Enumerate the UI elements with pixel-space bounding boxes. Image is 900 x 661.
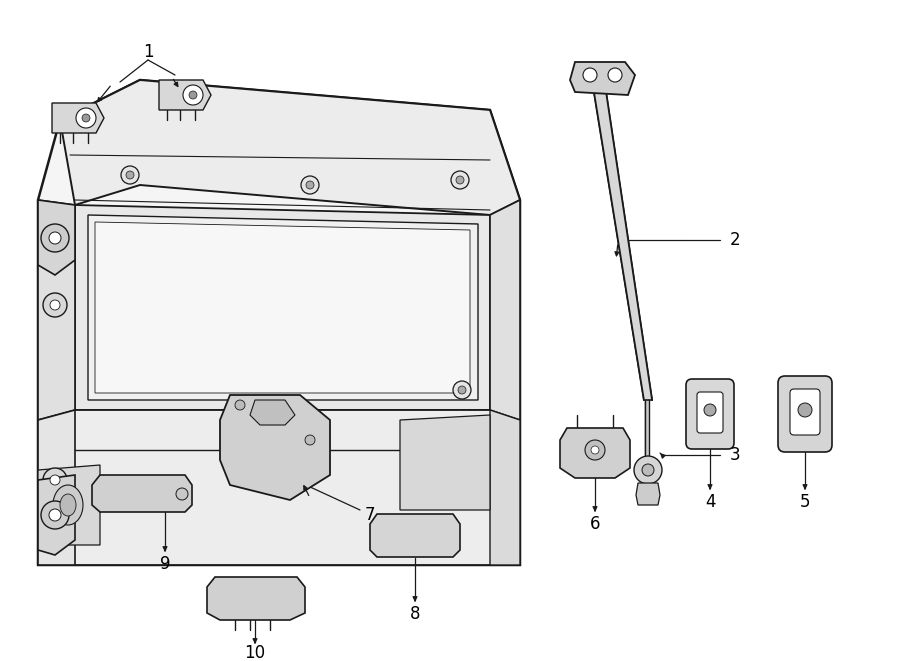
Circle shape bbox=[591, 446, 599, 454]
Polygon shape bbox=[75, 205, 490, 410]
Text: 5: 5 bbox=[800, 493, 810, 511]
Text: 3: 3 bbox=[730, 446, 741, 464]
Polygon shape bbox=[38, 410, 520, 565]
Text: 4: 4 bbox=[705, 493, 716, 511]
Circle shape bbox=[608, 68, 622, 82]
FancyBboxPatch shape bbox=[790, 389, 820, 435]
Circle shape bbox=[456, 176, 464, 184]
Circle shape bbox=[704, 404, 716, 416]
Ellipse shape bbox=[60, 494, 76, 516]
Circle shape bbox=[458, 386, 466, 394]
Polygon shape bbox=[400, 415, 490, 510]
Polygon shape bbox=[38, 475, 75, 555]
Text: 10: 10 bbox=[245, 644, 266, 661]
Circle shape bbox=[76, 108, 96, 128]
Text: 1: 1 bbox=[143, 43, 153, 61]
Circle shape bbox=[305, 435, 315, 445]
Circle shape bbox=[50, 475, 60, 485]
Polygon shape bbox=[92, 475, 192, 512]
Polygon shape bbox=[250, 400, 295, 425]
Ellipse shape bbox=[53, 485, 83, 525]
Polygon shape bbox=[60, 80, 520, 215]
Circle shape bbox=[798, 403, 812, 417]
Circle shape bbox=[43, 293, 67, 317]
Circle shape bbox=[121, 166, 139, 184]
Circle shape bbox=[50, 300, 60, 310]
FancyBboxPatch shape bbox=[697, 392, 723, 433]
Polygon shape bbox=[38, 200, 75, 275]
Circle shape bbox=[453, 381, 471, 399]
Circle shape bbox=[642, 464, 654, 476]
Circle shape bbox=[583, 68, 597, 82]
Circle shape bbox=[176, 488, 188, 500]
Text: 9: 9 bbox=[160, 555, 170, 573]
Circle shape bbox=[235, 400, 245, 410]
Circle shape bbox=[306, 181, 314, 189]
Text: 6: 6 bbox=[590, 515, 600, 533]
Circle shape bbox=[189, 91, 197, 99]
Polygon shape bbox=[220, 395, 330, 500]
FancyBboxPatch shape bbox=[686, 379, 734, 449]
Polygon shape bbox=[490, 200, 520, 420]
Polygon shape bbox=[570, 62, 635, 95]
Text: 2: 2 bbox=[730, 231, 741, 249]
Polygon shape bbox=[38, 80, 520, 565]
Circle shape bbox=[126, 171, 134, 179]
Polygon shape bbox=[159, 80, 211, 110]
Circle shape bbox=[183, 85, 203, 105]
Circle shape bbox=[82, 114, 90, 122]
Polygon shape bbox=[207, 577, 305, 620]
Polygon shape bbox=[95, 222, 470, 393]
Text: 8: 8 bbox=[410, 605, 420, 623]
Polygon shape bbox=[38, 410, 75, 565]
Circle shape bbox=[585, 440, 605, 460]
Circle shape bbox=[43, 468, 67, 492]
Polygon shape bbox=[38, 200, 75, 420]
Polygon shape bbox=[38, 465, 100, 545]
Circle shape bbox=[634, 456, 662, 484]
Polygon shape bbox=[636, 483, 660, 505]
Polygon shape bbox=[490, 410, 520, 565]
Circle shape bbox=[301, 176, 319, 194]
Circle shape bbox=[41, 501, 69, 529]
Text: 7: 7 bbox=[364, 506, 375, 524]
Polygon shape bbox=[560, 428, 630, 478]
Polygon shape bbox=[594, 92, 652, 400]
Circle shape bbox=[49, 232, 61, 244]
Polygon shape bbox=[370, 514, 460, 557]
Circle shape bbox=[49, 509, 61, 521]
Circle shape bbox=[451, 171, 469, 189]
FancyBboxPatch shape bbox=[778, 376, 832, 452]
Polygon shape bbox=[52, 103, 104, 133]
Polygon shape bbox=[88, 215, 478, 400]
Circle shape bbox=[41, 224, 69, 252]
